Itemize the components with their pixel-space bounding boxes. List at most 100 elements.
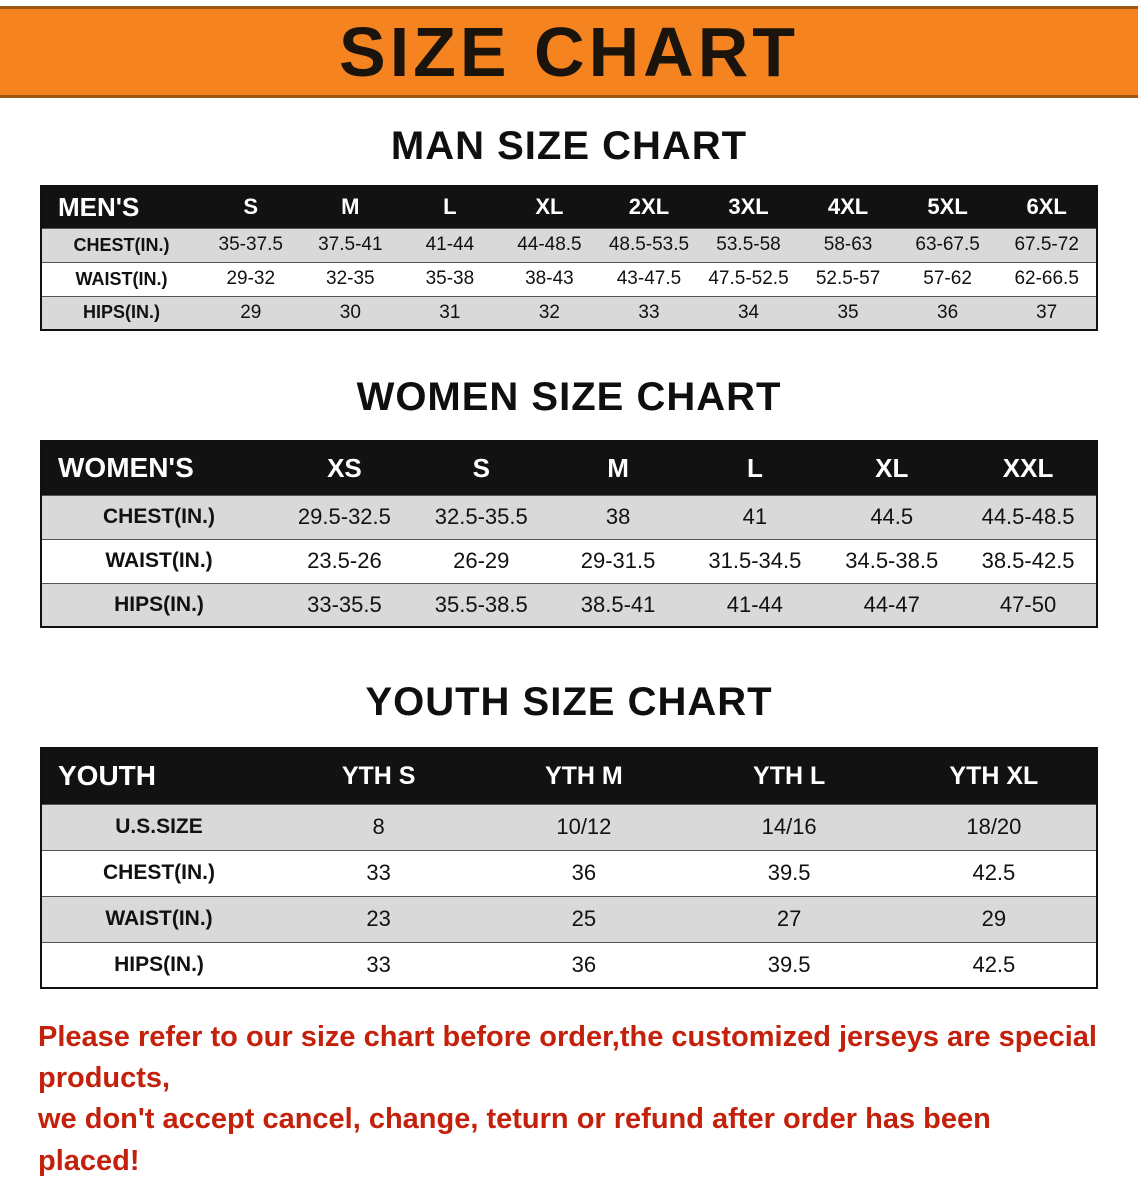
table-row: CHEST(IN.) 33 36 39.5 42.5 xyxy=(41,850,1097,896)
women-size-table: WOMEN'S XS S M L XL XXL CHEST(IN.) 29.5-32.5 32.5… xyxy=(40,440,1098,628)
table-cell: 29 xyxy=(240,301,262,323)
header-row: MEN'S S M L XL 2XL 3XL 4XL 5XL 6XL xyxy=(41,186,1097,228)
table-cell: 34.5-38.5 xyxy=(845,548,939,573)
size-column-header-2: L xyxy=(400,186,500,228)
size-column-header-8: 6XL xyxy=(997,186,1097,228)
section-title-men: MAN SIZE CHART xyxy=(390,124,748,168)
table-cell: 29-31.5 xyxy=(580,548,656,573)
size-column-header-7: 5XL xyxy=(897,186,998,228)
table-cell: 37 xyxy=(1036,301,1058,323)
men-table-body: CHEST(IN.) 35-37.5 37.5-41 41-44 44-48.5 48.5… xyxy=(41,228,1097,330)
row-label: U.S.SIZE xyxy=(115,815,203,838)
header-row: YOUTH YTH S YTH M YTH L YTH XL xyxy=(41,748,1097,804)
youth-size-table-wrap: YOUTH YTH S YTH M YTH L YTH XL U.S.SIZE 8 10/12… xyxy=(40,747,1098,989)
table-cell: 44.5 xyxy=(870,504,914,529)
table-cell: 38-43 xyxy=(525,268,574,289)
table-cell: 34 xyxy=(737,301,760,323)
table-cell: 37.5-41 xyxy=(318,234,383,255)
size-column-header-3: XL xyxy=(499,186,600,228)
table-cell: 29 xyxy=(981,906,1007,931)
table-cell: 38.5-41 xyxy=(580,591,656,617)
table-cell: 63-67.5 xyxy=(915,234,980,255)
table-cell: 35-38 xyxy=(425,268,475,289)
size-column-header-0: YTH S xyxy=(276,748,482,804)
row-label: WAIST(IN.) xyxy=(75,268,168,289)
table-cell: 33-35.5 xyxy=(307,591,382,617)
table-cell: 18/20 xyxy=(966,814,1022,839)
table-cell: 8 xyxy=(372,814,385,839)
table-cell: 33 xyxy=(366,860,391,885)
youth-table-body: U.S.SIZE 8 10/12 14/16 18/20 CHEST(IN.) 33 36 39… xyxy=(41,804,1097,988)
table-cell: 27 xyxy=(776,906,802,931)
page-title: SIZE CHART xyxy=(339,13,799,91)
table-cell: 39.5 xyxy=(767,951,811,977)
table-cell: 31 xyxy=(439,301,461,323)
banner: SIZE CHART xyxy=(0,6,1138,98)
table-cell: 39.5 xyxy=(767,860,811,885)
size-column-header-1: YTH M xyxy=(481,748,687,804)
table-cell: 33 xyxy=(638,301,660,323)
row-label: WAIST(IN.) xyxy=(105,549,213,572)
table-cell: 35 xyxy=(837,301,859,323)
table-cell: 38.5-42.5 xyxy=(981,548,1075,573)
table-cell: 29-32 xyxy=(226,268,276,289)
table-cell: 26-29 xyxy=(453,548,510,573)
table-cell: 10/12 xyxy=(556,814,612,839)
table-cell: 31.5-34.5 xyxy=(708,548,802,573)
men-size-table-wrap: MEN'S S M L XL 2XL 3XL 4XL 5XL 6XL CHEST(IN.) 35-37… xyxy=(40,185,1098,331)
women-table-head: WOMEN'S XS S M L XL XXL xyxy=(41,441,1097,495)
footer-notice: Please refer to our size chart before or… xyxy=(38,1017,1100,1182)
table-cell: 57-62 xyxy=(923,268,972,289)
size-column-header-4: 2XL xyxy=(599,186,699,228)
youth-size-table: YOUTH YTH S YTH M YTH L YTH XL U.S.SIZE 8 10/12… xyxy=(40,747,1098,989)
table-cell: 42.5 xyxy=(972,860,1016,885)
youth-table-head: YOUTH YTH S YTH M YTH L YTH XL xyxy=(41,748,1097,804)
table-cell: 52.5-57 xyxy=(815,268,881,289)
table-cell: 44-48.5 xyxy=(517,234,582,255)
table-cell: 47-50 xyxy=(999,591,1057,617)
table-cell: 58-63 xyxy=(823,234,873,255)
size-column-header-4: XL xyxy=(823,441,961,495)
section-women: WOMEN SIZE CHART WOMEN'S XS S M L XL XXL CHEST(… xyxy=(0,375,1138,628)
table-cell: 35-37.5 xyxy=(218,234,283,255)
table-cell: 35.5-38.5 xyxy=(434,591,528,617)
table-row: HIPS(IN.) 33-35.5 35.5-38.5 38.5-41 41-44 44-… xyxy=(41,583,1097,627)
table-cell: 48.5-53.5 xyxy=(608,234,690,255)
table-cell: 42.5 xyxy=(972,951,1016,977)
section-youth: YOUTH SIZE CHART YOUTH YTH S YTH M YTH L YTH… xyxy=(0,680,1138,989)
section-title-youth: YOUTH SIZE CHART xyxy=(365,680,773,724)
table-row: HIPS(IN.) 29 30 31 32 33 34 35 36 37 xyxy=(41,296,1097,330)
row-label: CHEST(IN.) xyxy=(73,234,170,255)
table-row: CHEST(IN.) 29.5-32.5 32.5-35.5 38 41 44.5 44.5… xyxy=(41,495,1097,539)
size-chart-page: SIZE CHART MAN SIZE CHART MEN'S S M L XL 2XL 3… xyxy=(0,6,1138,1182)
table-row: CHEST(IN.) 35-37.5 37.5-41 41-44 44-48.5 48.5… xyxy=(41,228,1097,262)
table-cell: 32.5-35.5 xyxy=(434,504,528,529)
table-cell: 36 xyxy=(571,860,597,885)
size-column-header-3: L xyxy=(686,441,824,495)
size-column-header-5: XXL xyxy=(960,441,1097,495)
table-cell: 41 xyxy=(742,504,768,529)
table-cell: 29.5-32.5 xyxy=(297,504,391,529)
table-cell: 47.5-52.5 xyxy=(708,268,789,289)
table-cell: 36 xyxy=(937,301,959,323)
table-cell: 67.5-72 xyxy=(1014,234,1079,255)
size-column-header-1: M xyxy=(300,186,401,228)
table-row: HIPS(IN.) 33 36 39.5 42.5 xyxy=(41,942,1097,988)
men-size-table: MEN'S S M L XL 2XL 3XL 4XL 5XL 6XL CHEST(IN.) 35-37… xyxy=(40,185,1098,331)
table-cell: 14/16 xyxy=(761,814,817,839)
table-cell: 32-35 xyxy=(326,268,375,289)
youth-header-label: YOUTH xyxy=(41,748,276,804)
notice-line-1: Please refer to our size chart before or… xyxy=(38,1021,1097,1095)
women-header-label: WOMEN'S xyxy=(41,441,276,495)
row-label: CHEST(IN.) xyxy=(103,505,215,528)
size-column-header-5: 3XL xyxy=(698,186,799,228)
size-column-header-2: M xyxy=(549,441,687,495)
table-cell: 62-66.5 xyxy=(1014,268,1079,289)
women-table-body: CHEST(IN.) 29.5-32.5 32.5-35.5 38 41 44.5 44.5… xyxy=(41,495,1097,627)
size-column-header-0: XS xyxy=(276,441,413,495)
table-cell: 43-47.5 xyxy=(616,268,682,289)
row-label: HIPS(IN.) xyxy=(114,952,204,976)
table-cell: 38 xyxy=(605,504,631,529)
row-label: HIPS(IN.) xyxy=(82,302,160,323)
table-row: WAIST(IN.) 23.5-26 26-29 29-31.5 31.5-34.5 34… xyxy=(41,539,1097,583)
